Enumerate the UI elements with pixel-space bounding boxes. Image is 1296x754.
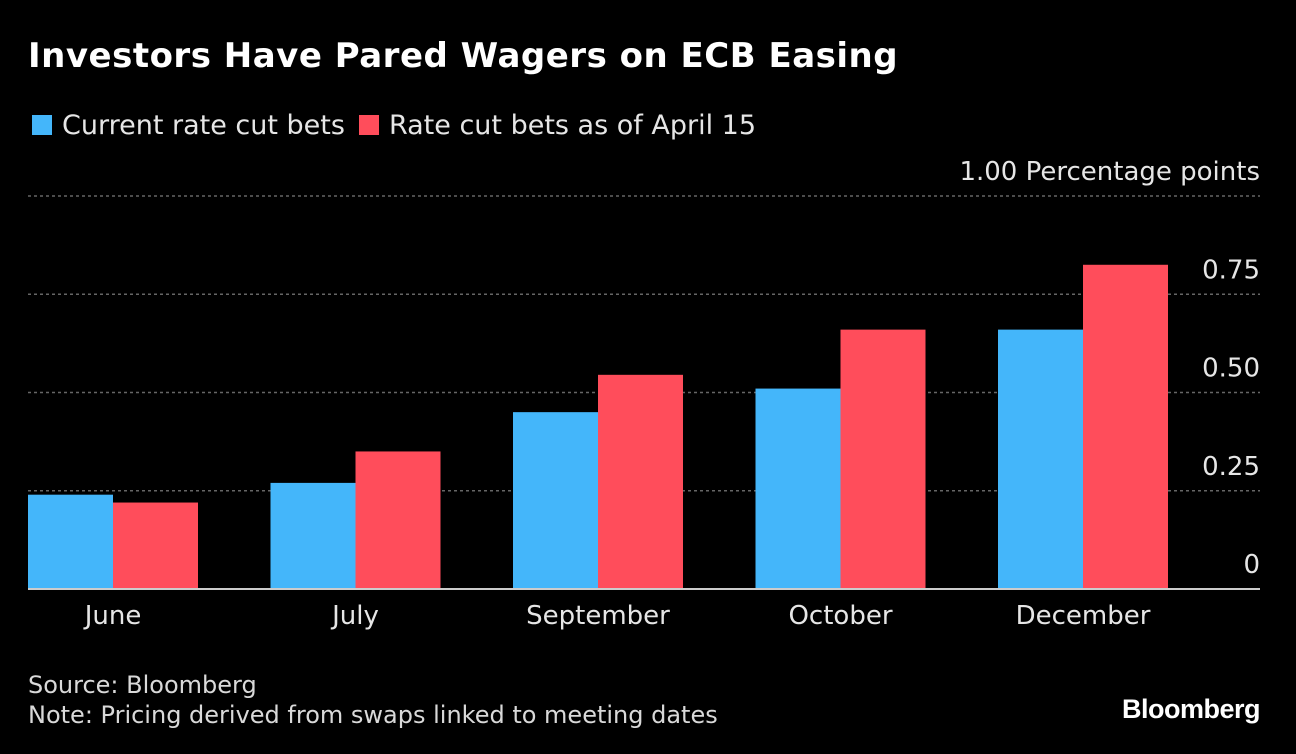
legend-swatch-current (32, 115, 52, 135)
source-note: Source: Bloomberg (28, 671, 257, 699)
bar-current-october (755, 388, 841, 589)
y-tick-label: 0.50 (1202, 354, 1260, 384)
x-tick-label: July (330, 601, 379, 631)
legend-item-april: Rate cut bets as of April 15 (358, 109, 757, 141)
bar-april-june (113, 502, 198, 589)
x-tick-label: December (1016, 601, 1151, 631)
y-tick-label: 0 (1243, 550, 1260, 580)
bars (28, 264, 1168, 589)
y-tick-label: 1.00 Percentage points (959, 157, 1260, 187)
bar-current-june (28, 494, 113, 589)
bar-chart: 0 0.25 0.50 0.75 1.00 Percentage points June J… (28, 157, 1260, 631)
bar-april-december (1083, 264, 1168, 589)
bar-current-december (998, 329, 1083, 589)
footnote: Note: Pricing derived from swaps linked … (28, 701, 718, 729)
x-tick-label: June (83, 601, 142, 631)
y-tick-label: 0.25 (1202, 452, 1260, 482)
chart-title: Investors Have Pared Wagers on ECB Easin… (28, 36, 899, 76)
bar-current-july (270, 482, 356, 589)
x-tick-label: October (788, 601, 892, 631)
bar-current-september (513, 412, 598, 589)
bar-april-september (598, 374, 683, 589)
legend-label-current: Current rate cut bets (62, 109, 345, 141)
legend-swatch-april (358, 115, 379, 135)
legend: Current rate cut bets Rate cut bets as o… (32, 108, 770, 142)
bar-april-july (355, 451, 441, 589)
y-tick-label: 0.75 (1202, 255, 1260, 285)
bar-april-october (840, 329, 926, 589)
x-tick-label: September (526, 601, 670, 631)
legend-item-current: Current rate cut bets (32, 110, 345, 141)
legend-label-april: Rate cut bets as of April 15 (388, 109, 757, 141)
bloomberg-logo: Bloomberg (1121, 694, 1261, 724)
axes: 0 0.25 0.50 0.75 1.00 Percentage points June J… (28, 157, 1260, 631)
